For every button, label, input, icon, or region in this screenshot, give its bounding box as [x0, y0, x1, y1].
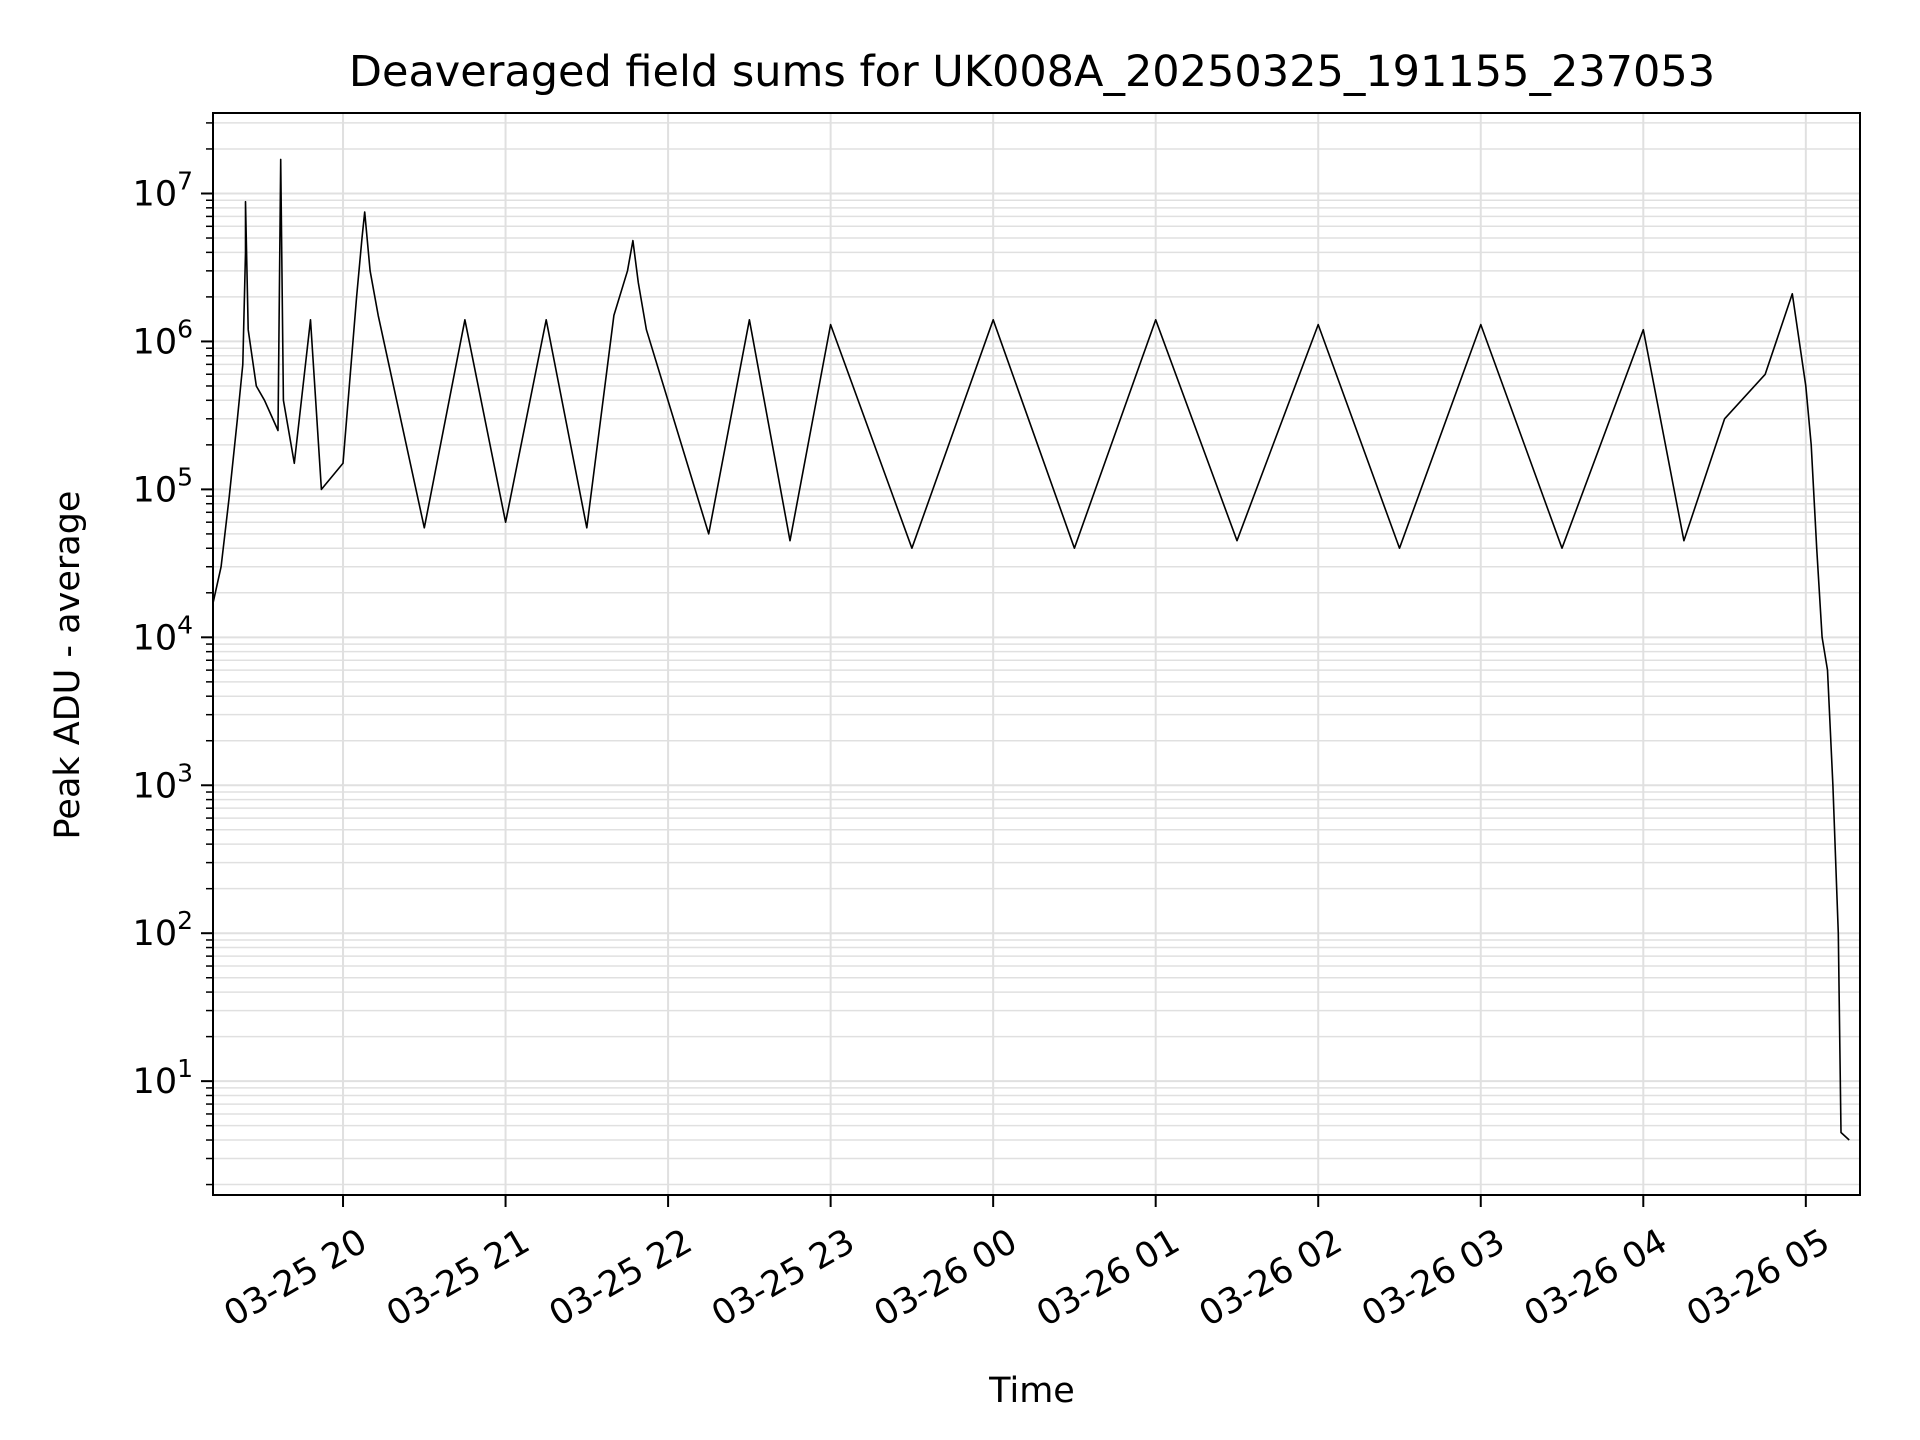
y-tick-label: 103	[133, 758, 193, 806]
chart-title: Deaveraged field sums for UK008A_2025032…	[349, 47, 1715, 97]
grid-lines	[213, 113, 1860, 1195]
y-axis-ticks: 101 102 103 104 105 106 107	[133, 122, 213, 1186]
x-tick-label: 03-26 02	[1193, 1222, 1349, 1335]
x-axis-label: Time	[988, 1371, 1075, 1411]
y-tick-label: 107	[133, 166, 193, 214]
y-tick-label: 104	[133, 610, 193, 658]
y-tick-exponent: 6	[177, 314, 193, 343]
x-tick-label: 03-26 05	[1680, 1222, 1836, 1335]
series-line	[212, 158, 1850, 1141]
x-tick-label: 03-25 20	[218, 1222, 374, 1335]
x-tick-label: 03-25 22	[543, 1222, 699, 1335]
x-tick-label: 03-26 01	[1030, 1222, 1186, 1335]
y-axis-label: Peak ADU - average	[48, 491, 88, 840]
x-tick-label: 03-26 04	[1518, 1222, 1674, 1335]
y-tick-label: 102	[133, 906, 193, 954]
x-tick-label: 03-26 03	[1355, 1222, 1511, 1335]
y-tick-exponent: 5	[177, 462, 193, 491]
y-tick-exponent: 3	[177, 758, 193, 787]
y-tick-exponent: 1	[177, 1054, 193, 1083]
y-tick-exponent: 4	[177, 610, 193, 639]
series-layer	[212, 158, 1850, 1141]
y-tick-label: 105	[133, 462, 193, 510]
x-tick-label: 03-25 23	[705, 1222, 861, 1335]
y-tick-exponent: 2	[177, 906, 193, 935]
y-tick-label: 101	[133, 1054, 193, 1102]
plot-frame	[212, 112, 1861, 1196]
x-tick-label: 03-25 21	[380, 1222, 536, 1335]
x-axis-ticks: 03-25 20 03-25 21 03-25 22 03-25 23 03-26 00…	[218, 1195, 1837, 1335]
y-tick-label: 106	[133, 314, 193, 362]
x-tick-label: 03-26 00	[868, 1222, 1024, 1335]
y-tick-exponent: 7	[177, 166, 193, 195]
